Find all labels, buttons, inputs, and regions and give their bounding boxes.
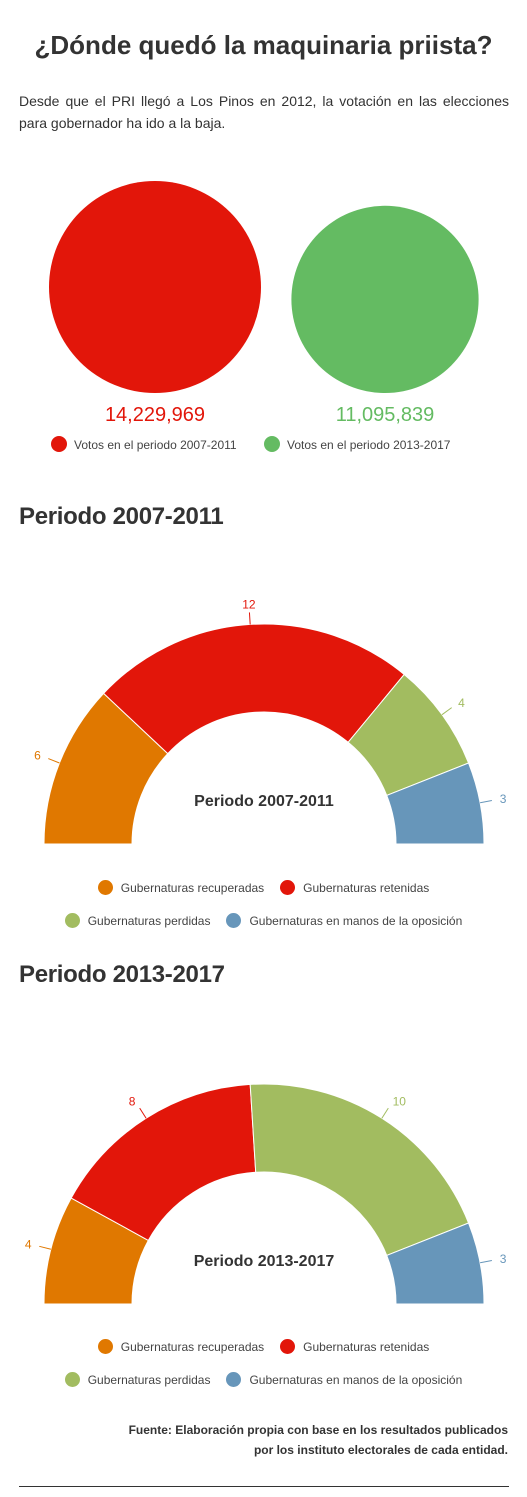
- gauge-label-connector: [480, 1260, 492, 1264]
- legend-2013-row2: Gubernaturas perdidas Gubernaturas en ma…: [0, 1372, 527, 1387]
- legend-label: Gubernaturas recuperadas: [120, 880, 265, 895]
- gauge-center-label: Periodo 2007-2011: [194, 793, 334, 810]
- page-title: ¿Dónde quedó la maquinaria priista?: [34, 30, 493, 60]
- vote-circle: [49, 181, 261, 393]
- gauge-label-connector: [248, 612, 251, 625]
- legend-2007-row1: Gubernaturas recuperadas Gubernaturas re…: [0, 880, 527, 895]
- legend-label: Votos en el periodo 2007-2011: [74, 438, 237, 452]
- legend-dot-icon: [51, 436, 67, 452]
- legend-item-perdidas: Gubernaturas perdidas: [64, 913, 211, 928]
- gauge-label-connector: [48, 758, 60, 764]
- gauge-segment: [386, 1222, 485, 1305]
- gauge-label-connector: [381, 1107, 389, 1119]
- legend-item-oposicion: Gubernaturas en manos de la oposición: [226, 1372, 462, 1387]
- gauge-value-label: 4: [25, 1237, 32, 1251]
- votes-chart: 14,229,969 11,095,839 Votos en el periodo …: [49, 181, 479, 452]
- gauge-value-label: 10: [393, 1094, 407, 1108]
- legend-label: Gubernaturas retenidas: [303, 1339, 430, 1354]
- legend-item-recuperadas: Gubernaturas recuperadas: [97, 1339, 265, 1354]
- legend-item-retenidas: Gubernaturas retenidas: [280, 1339, 429, 1354]
- section-title-2007: Periodo 2007-2011: [19, 503, 224, 530]
- legend-dot-icon: [97, 880, 113, 895]
- legend-item-recuperadas: Gubernaturas recuperadas: [97, 880, 265, 895]
- legend-item-retenidas: Gubernaturas retenidas: [280, 880, 429, 895]
- legend-dot-icon: [264, 436, 280, 452]
- vote-value-label: 11,095,839: [336, 404, 435, 426]
- gauge-chart-2007: 6 12 4 3 Periodo 2007-2011: [34, 597, 507, 845]
- gauge-segment: [249, 1083, 470, 1257]
- gauge-value-label: 12: [242, 597, 256, 611]
- gauge-center-label: Periodo 2013-2017: [194, 1253, 335, 1270]
- legend-label: Gubernaturas en manos de la oposición: [249, 913, 463, 928]
- source-line-2: por los instituto electorales de cada en…: [253, 1443, 508, 1457]
- gauge-segment: [386, 762, 485, 845]
- gauge-value-label: 3: [500, 1252, 507, 1266]
- gauge-label-connector: [480, 800, 492, 804]
- legend-item-oposicion: Gubernaturas en manos de la oposición: [226, 913, 462, 928]
- gauge-value-label: 3: [500, 792, 507, 806]
- gauge-value-label: 6: [34, 749, 41, 763]
- legend-dot-icon: [226, 1372, 242, 1387]
- legend-label: Votos en el periodo 2013-2017: [287, 438, 451, 452]
- legend-dot-icon: [226, 913, 242, 928]
- legend-dot-icon: [64, 913, 80, 928]
- legend-label: Gubernaturas en manos de la oposición: [249, 1372, 463, 1387]
- legend-label: Gubernaturas perdidas: [87, 913, 211, 928]
- gauge-value-label: 8: [129, 1094, 136, 1108]
- section-title-2013: Periodo 2013-2017: [19, 961, 225, 988]
- gauge-label-connector: [39, 1245, 52, 1250]
- vote-value-label: 14,229,969: [105, 404, 205, 426]
- legend-label: Gubernaturas perdidas: [87, 1372, 211, 1387]
- legend-dot-icon: [280, 1339, 296, 1354]
- source-note: Fuente: Elaboración propia con base en l…: [88, 1420, 508, 1460]
- bottom-divider: [19, 1486, 509, 1487]
- legend-2007-row2: Gubernaturas perdidas Gubernaturas en ma…: [0, 913, 527, 928]
- legend-dot-icon: [64, 1372, 80, 1387]
- legend-item-perdidas: Gubernaturas perdidas: [64, 1372, 211, 1387]
- legend-label: Gubernaturas recuperadas: [120, 1339, 265, 1354]
- gauge-chart-2013: 4 8 10 3 Periodo 2013-2017: [25, 1083, 507, 1305]
- vote-circle: [291, 205, 479, 393]
- gauge-segment: [102, 623, 405, 755]
- legend-label: Gubernaturas retenidas: [303, 880, 430, 895]
- legend-dot-icon: [280, 880, 296, 895]
- legend-2013-row1: Gubernaturas recuperadas Gubernaturas re…: [0, 1339, 527, 1354]
- intro-text: Desde que el PRI llegó a Los Pinos en 20…: [19, 93, 509, 131]
- legend-dot-icon: [97, 1339, 113, 1354]
- source-line-1: Fuente: Elaboración propia con base en l…: [128, 1423, 508, 1437]
- gauge-value-label: 4: [458, 696, 465, 710]
- gauge-label-connector: [441, 707, 452, 716]
- gauge-label-connector: [139, 1107, 147, 1119]
